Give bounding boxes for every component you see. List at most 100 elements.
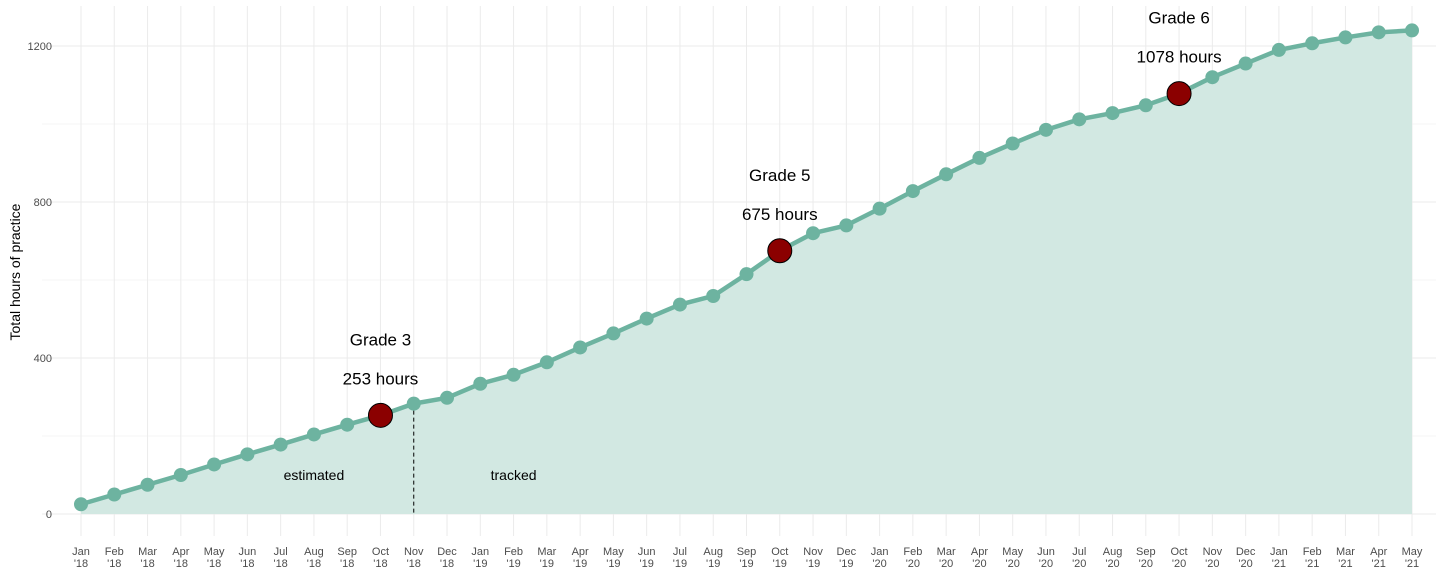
x-tick-label: Sep '19	[737, 546, 757, 570]
x-tick-label: Mar '21	[1336, 546, 1355, 570]
milestones: Grade 3 253 hours Grade 5 675 hours Grade 6 1…	[343, 9, 1222, 428]
x-tick-label: Oct '18	[372, 546, 389, 570]
area-fill	[81, 30, 1412, 515]
data-point	[1138, 98, 1153, 113]
data-point	[1005, 136, 1020, 151]
y-tick-label: 1200	[28, 41, 52, 53]
x-tick-label: Feb '21	[1303, 546, 1322, 570]
x-tick-label: Aug '20	[1103, 546, 1123, 570]
x-tick-label: Apr '19	[572, 546, 589, 570]
x-tick-label: May '18	[204, 546, 225, 570]
data-point	[1205, 70, 1220, 85]
milestone-hours-label: 675 hours	[742, 205, 818, 224]
data-point	[872, 201, 887, 216]
x-tick-label: Dec '19	[837, 546, 857, 570]
y-tick-label: 400	[34, 353, 52, 365]
x-tick-label: Mar '18	[138, 546, 157, 570]
data-point	[173, 468, 188, 482]
data-point	[839, 218, 854, 233]
x-tick-label: Apr '20	[971, 546, 988, 570]
data-point	[207, 457, 222, 472]
data-point	[739, 267, 754, 282]
x-tick-label: Mar '20	[937, 546, 956, 570]
x-tick-label: Jan '21	[1270, 546, 1288, 570]
x-tick-label: Dec '20	[1236, 546, 1256, 570]
x-tick-label: Feb '19	[504, 546, 523, 570]
milestone-label: Grade 3	[350, 330, 411, 349]
x-tick-label: Jul '18	[273, 546, 287, 570]
x-tick-label: Aug '18	[304, 546, 324, 570]
labels: 0 400 800 1200 Jan '18 Feb '18 Mar '18 Apr '18 May '1…	[28, 41, 1423, 570]
data-point	[1305, 36, 1320, 51]
milestone-hours-label: 1078 hours	[1137, 48, 1222, 67]
x-tick-label: Jan '20	[871, 546, 889, 570]
milestone-label: Grade 5	[749, 166, 810, 185]
data-point	[706, 288, 721, 303]
area-layer	[81, 30, 1412, 515]
region-label-tracked: tracked	[491, 467, 537, 483]
x-tick-label: May '21	[1402, 546, 1423, 570]
x-tick-label: Nov '19	[803, 546, 823, 570]
data-point	[672, 297, 687, 312]
data-point	[107, 487, 122, 502]
x-tick-label: Jul '20	[1072, 546, 1086, 570]
x-tick-label: Jun '19	[638, 546, 656, 570]
x-tick-label: Apr '18	[172, 546, 189, 570]
data-point	[340, 417, 355, 432]
data-points	[74, 23, 1419, 512]
data-point	[606, 326, 621, 341]
x-tick-label: Oct '19	[771, 546, 788, 570]
data-point	[905, 184, 920, 199]
data-point	[972, 150, 987, 165]
data-point	[240, 447, 255, 462]
data-point	[406, 396, 421, 411]
x-tick-label: Sep '20	[1136, 546, 1156, 570]
data-point	[1038, 122, 1053, 137]
data-point	[573, 340, 588, 355]
data-point	[639, 311, 654, 326]
data-point	[1271, 42, 1286, 57]
x-tick-label: Nov '20	[1203, 546, 1223, 570]
data-point	[473, 376, 488, 391]
region-label-estimated: estimated	[284, 467, 345, 483]
x-tick-label: Sep '18	[337, 546, 357, 570]
data-point	[1338, 30, 1353, 45]
milestone-hours-label: 253 hours	[343, 369, 419, 388]
milestone-marker	[767, 238, 793, 264]
data-point	[1072, 112, 1087, 127]
data-point	[1371, 25, 1386, 40]
data-point	[140, 477, 155, 492]
x-tick-label: Jan '18	[72, 546, 90, 570]
y-tick-label: 800	[34, 197, 52, 209]
data-point	[1105, 106, 1120, 121]
data-point	[1238, 56, 1253, 71]
y-axis-title: Total hours of practice	[7, 203, 23, 340]
data-point	[806, 226, 821, 241]
data-point	[306, 427, 321, 442]
x-tick-label: Mar '19	[537, 546, 556, 570]
data-point	[440, 390, 455, 405]
data-point	[506, 367, 521, 382]
milestone-marker	[1166, 81, 1192, 107]
milestone-marker	[367, 402, 393, 428]
x-tick-label: Jan '19	[471, 546, 489, 570]
x-tick-label: Jul '19	[673, 546, 687, 570]
data-point	[74, 497, 88, 512]
x-tick-label: May '20	[1002, 546, 1023, 570]
x-tick-label: Dec '18	[437, 546, 457, 570]
data-point	[1405, 23, 1419, 38]
data-point	[273, 437, 288, 452]
x-tick-label: Jun '18	[239, 546, 257, 570]
data-point	[539, 355, 554, 370]
x-tick-label: Aug '19	[703, 546, 723, 570]
x-tick-label: Oct '20	[1171, 546, 1188, 570]
x-tick-label: Jun '20	[1037, 546, 1055, 570]
data-point	[939, 167, 954, 182]
x-tick-label: Feb '20	[903, 546, 922, 570]
x-tick-label: May '19	[603, 546, 624, 570]
y-tick-label: 0	[46, 509, 52, 521]
milestone-label: Grade 6	[1148, 9, 1209, 28]
x-tick-label: Nov '18	[404, 546, 424, 570]
x-tick-label: Apr '21	[1370, 546, 1387, 570]
